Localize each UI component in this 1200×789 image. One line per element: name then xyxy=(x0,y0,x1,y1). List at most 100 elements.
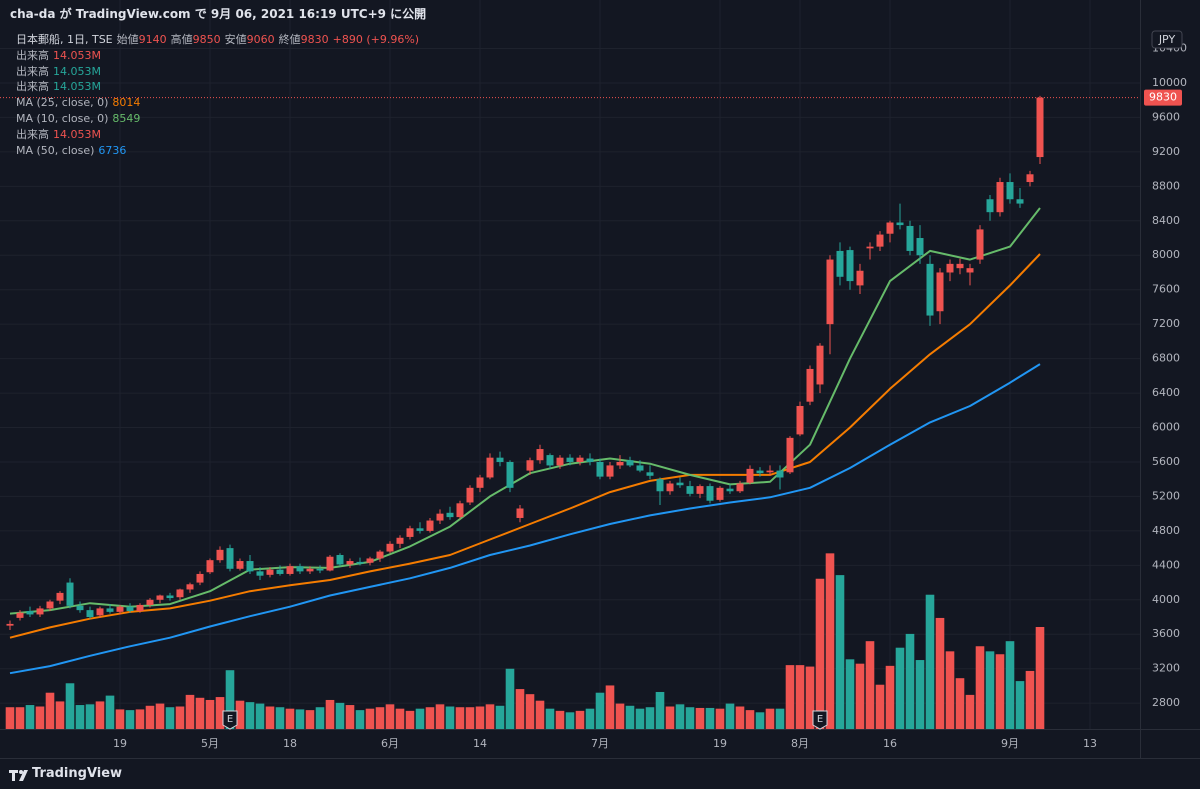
candle-body xyxy=(146,599,154,605)
candle-body xyxy=(826,259,834,325)
volume-bar xyxy=(465,707,475,729)
candle-body xyxy=(176,589,184,598)
volume-bar xyxy=(5,707,15,729)
earnings-badge xyxy=(812,710,828,730)
volume-bar xyxy=(485,704,495,729)
y-tick-label: 8400 xyxy=(1152,214,1180,227)
candle-body xyxy=(216,549,224,561)
volume-bar xyxy=(765,708,775,729)
y-tick-label: 5200 xyxy=(1152,489,1180,502)
volume-bar xyxy=(895,647,905,729)
volume-bar xyxy=(555,710,565,729)
volume-bar xyxy=(225,670,235,729)
volume-bar xyxy=(185,694,195,729)
ma-line xyxy=(9,363,1041,675)
volume-bar xyxy=(235,700,245,729)
candle-body xyxy=(736,483,744,492)
legend-row: 出来高 14.053M xyxy=(16,127,423,143)
volume-bar xyxy=(505,668,515,729)
volume-bar xyxy=(945,651,955,729)
footer-brand: TradingView xyxy=(32,766,123,781)
volume-bar xyxy=(445,706,455,729)
volume-bar xyxy=(265,706,275,729)
volume-bar xyxy=(365,708,375,729)
candle-body xyxy=(746,468,754,483)
volume-bar xyxy=(685,707,695,729)
volume-bar xyxy=(1015,681,1025,729)
candle-body xyxy=(286,566,294,574)
volume-bar xyxy=(425,707,435,729)
candle-body xyxy=(26,610,34,615)
volume-bar xyxy=(805,666,815,729)
volume-bar xyxy=(845,659,855,729)
candle-body xyxy=(1036,97,1044,158)
volume-bar xyxy=(815,578,825,729)
candle-body xyxy=(266,569,274,575)
ohlc-value: 9830 xyxy=(300,33,329,46)
candle-body xyxy=(16,612,24,618)
volume-bar xyxy=(605,685,615,729)
volume-bar xyxy=(95,701,105,729)
volume-bar xyxy=(625,705,635,729)
ohlc-label: 終値 xyxy=(278,33,301,46)
candle-body xyxy=(36,608,44,615)
volume-bar xyxy=(835,575,845,729)
candle-body xyxy=(706,486,714,501)
y-tick-label: 4800 xyxy=(1152,524,1180,537)
candle-body xyxy=(966,268,974,273)
candle-body xyxy=(206,560,214,573)
volume-bar xyxy=(775,708,785,729)
volume-bar xyxy=(45,692,55,729)
candle-body xyxy=(846,250,854,282)
volume-bar xyxy=(245,702,255,729)
candle-body xyxy=(696,486,704,494)
candle-body xyxy=(916,238,924,256)
y-tick-label: 4000 xyxy=(1152,593,1180,606)
ohlc-value: 9850 xyxy=(192,33,221,46)
volume-bar xyxy=(635,708,645,729)
volume-bar xyxy=(885,665,895,729)
earnings-marker: E xyxy=(812,710,828,730)
volume-bar xyxy=(785,665,795,729)
volume-bar xyxy=(195,697,205,729)
candle-body xyxy=(156,595,164,600)
volume-bar xyxy=(355,710,365,729)
volume-bar xyxy=(205,699,215,729)
candle-body xyxy=(306,568,314,572)
candle-body xyxy=(856,270,864,286)
volume-bar xyxy=(675,704,685,729)
legend-row: 日本郵船, 1日, TSE 始値9140 高値9850 安値9060 終値9830 +89… xyxy=(16,32,423,48)
currency-label: JPY xyxy=(1158,33,1176,46)
candle-body xyxy=(506,461,514,488)
volume-bar xyxy=(935,617,945,729)
candle-body xyxy=(226,548,234,569)
volume-bar xyxy=(575,710,585,729)
x-tick-label: 16 xyxy=(883,737,897,750)
volume-bar xyxy=(125,710,135,729)
volume-bar xyxy=(755,712,765,729)
candle-body xyxy=(946,263,954,273)
candle-body xyxy=(466,487,474,503)
candle-body xyxy=(756,470,764,474)
candle-body xyxy=(556,457,564,466)
candle-body xyxy=(96,608,104,616)
candle-body xyxy=(596,461,604,477)
y-tick-label: 8000 xyxy=(1152,248,1180,261)
volume-bar xyxy=(995,654,1005,729)
volume-bar xyxy=(315,707,325,729)
candle-body xyxy=(606,465,614,477)
volume-bar xyxy=(975,646,985,729)
candle-body xyxy=(926,263,934,316)
indicator-name: MA (10, close, 0) xyxy=(16,111,109,125)
volume-bar xyxy=(75,705,85,729)
candle-body xyxy=(186,584,194,590)
volume-bar xyxy=(15,707,25,729)
candle-body xyxy=(956,263,964,269)
legend-row: MA (50, close) 6736 xyxy=(16,143,423,159)
volume-bar xyxy=(565,712,575,729)
x-tick-label: 19 xyxy=(713,737,727,750)
indicator-name: 出来高 xyxy=(16,64,49,78)
volume-bar xyxy=(585,708,595,729)
candle-body xyxy=(86,610,94,618)
volume-bar xyxy=(295,709,305,729)
